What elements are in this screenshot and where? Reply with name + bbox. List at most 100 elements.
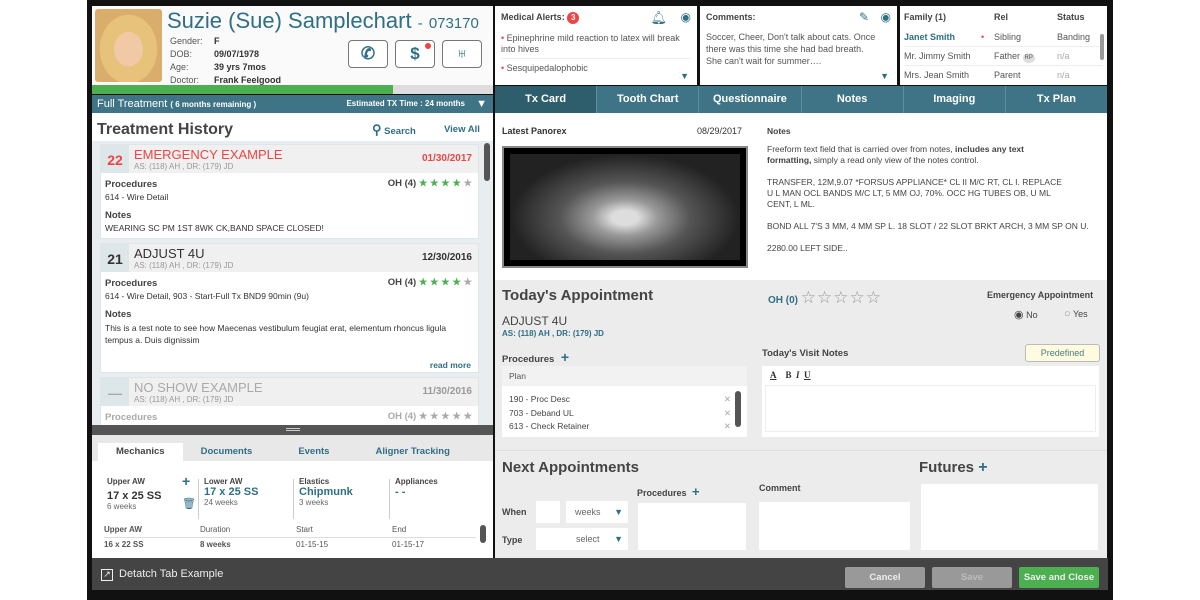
when-input[interactable] — [536, 501, 560, 523]
radio-selected-icon[interactable]: ◉ — [1014, 309, 1024, 321]
expand-down-icon[interactable]: ▼ — [680, 71, 689, 81]
save-button[interactable]: Save — [932, 567, 1012, 588]
family-panel: Family (1) Rel Status Janet Smith • Sibling B… — [900, 6, 1107, 85]
procedures-scrollbar[interactable] — [735, 391, 741, 427]
billing-button[interactable]: $ — [395, 40, 435, 68]
progress-fill — [92, 85, 393, 94]
procedures-label: Procedures — [502, 354, 555, 365]
upper-aw-label: Upper AW — [107, 477, 145, 486]
radio-yes[interactable]: ○ Yes — [1064, 308, 1088, 320]
search-button[interactable]: ⚲ Search — [372, 122, 416, 138]
cancel-button[interactable]: Cancel — [845, 567, 925, 588]
gender-value: F — [214, 36, 220, 46]
card-procedures: 614 - Wire Detail — [105, 192, 169, 202]
visit-notes-input[interactable] — [765, 385, 1096, 432]
add-procedure-plus-icon[interactable]: + — [692, 484, 700, 499]
gender-label: Gender: — [170, 36, 203, 46]
add-procedure-plus-icon[interactable]: + — [560, 349, 570, 365]
phone-icon: ✆ — [360, 44, 376, 63]
rating: OH (4) ★ ★ ★ ★ ★ — [388, 411, 472, 422]
predefined-button[interactable]: Predefined — [1025, 344, 1100, 362]
weeks-select[interactable]: weeks ▼ — [566, 501, 628, 523]
view-all-link[interactable]: View All — [444, 124, 480, 135]
resize-handle[interactable] — [92, 425, 493, 435]
procedure-item[interactable]: 703 - Deband UL ✕ — [509, 407, 731, 421]
doctor-label: Doctor: — [170, 75, 200, 85]
type-label: Type — [502, 535, 523, 545]
tab-mechanics[interactable]: Mechanics — [98, 443, 183, 461]
mechanics-scrollbar[interactable] — [480, 525, 486, 543]
hide-eye-icon[interactable]: ◉ — [680, 10, 691, 24]
tab-documents[interactable]: Documents — [200, 446, 253, 457]
expand-down-icon[interactable]: ▼ — [880, 71, 889, 81]
type-select[interactable]: select ▼ — [536, 528, 628, 550]
tab-tooth-chart[interactable]: Tooth Chart — [597, 86, 700, 113]
family-row[interactable]: Janet Smith • Sibling Banding — [904, 28, 1103, 47]
tooth-button[interactable]: ♅ — [442, 40, 482, 68]
today-rating[interactable]: OH (0) ☆☆☆☆☆ — [768, 288, 882, 308]
col-header: End — [392, 525, 407, 534]
family-row[interactable]: Mr. Jimmy Smith Father RP n/a — [904, 47, 1103, 66]
procedure-item[interactable]: 613 - Check Retainer ✕ — [509, 420, 731, 434]
comment-input[interactable] — [759, 502, 910, 550]
font-color-button[interactable]: A — [770, 370, 777, 380]
chevron-down-icon[interactable]: ▼ — [476, 98, 487, 110]
underline-button[interactable]: U — [804, 370, 811, 380]
bold-button[interactable]: B — [785, 370, 792, 380]
dob-value: 09/07/1978 — [214, 49, 260, 59]
history-card[interactable]: 22 EMERGENCY EXAMPLE AS: (118) AH , DR: (1… — [100, 144, 479, 239]
panorex-date: 08/29/2017 — [697, 126, 743, 136]
delete-trash-icon[interactable]: 🗑︎ — [182, 498, 196, 510]
tab-tx-plan[interactable]: Tx Plan — [1036, 93, 1076, 105]
add-alert-bell-icon[interactable]: 🔔︎ — [650, 10, 667, 25]
add-future-plus-icon[interactable]: + — [978, 459, 988, 476]
hide-eye-icon[interactable]: ◉ — [880, 10, 891, 24]
treatment-bar[interactable]: Full Treatment ( 6 months remaining ) Est… — [92, 95, 493, 113]
table-row[interactable]: 16 x 22 SS 8 weeks 01-15-15 01-15-17 — [104, 538, 476, 552]
italic-button[interactable]: I — [796, 370, 800, 380]
add-plus-icon[interactable]: + — [182, 473, 191, 489]
edit-pencil-icon[interactable]: ✎ — [858, 10, 869, 24]
radio-no[interactable]: ◉ No — [1014, 308, 1038, 321]
family-row[interactable]: Mrs. Jean Smith Parent n/a — [904, 66, 1103, 85]
detach-label: Detatch Tab Example — [119, 568, 224, 580]
empty-stars[interactable]: ☆☆☆☆☆ — [800, 288, 882, 307]
remove-x-icon[interactable]: ✕ — [723, 421, 731, 431]
family-name[interactable]: Mrs. Jean Smith — [904, 70, 970, 80]
family-name[interactable]: Mr. Jimmy Smith — [904, 51, 971, 61]
filled-star-icon: ★ — [441, 178, 453, 189]
history-scrollbar[interactable] — [484, 143, 490, 181]
card-date: 11/30/2016 — [422, 386, 473, 397]
next-procedures-box[interactable] — [638, 503, 746, 550]
tab-imaging[interactable]: Imaging — [904, 86, 1006, 113]
panorex-xray-image[interactable] — [502, 146, 748, 268]
notes-label: Notes — [105, 210, 132, 221]
save-and-close-button[interactable]: Save and Close — [1019, 567, 1099, 588]
appliances-value: - - — [395, 486, 406, 498]
history-card[interactable]: 21 ADJUST 4U AS: (118) AH , DR: (179) JD 12… — [100, 243, 479, 373]
remove-x-icon[interactable]: ✕ — [723, 407, 731, 418]
notes-intro: Freeform text field that is carried over… — [767, 144, 956, 154]
plan-label: Plan — [502, 366, 747, 386]
alert-text: Sesquipedalophobic — [506, 63, 588, 73]
tab-events[interactable]: Events — [298, 446, 330, 457]
remove-x-icon[interactable]: ✕ — [723, 394, 731, 404]
history-card[interactable]: — NO SHOW EXAMPLE AS: (118) AH , DR: (179)… — [100, 377, 479, 425]
external-link-icon: ↗ — [101, 569, 113, 581]
next-procedures-label: Procedures — [637, 488, 687, 498]
phone-button[interactable]: ✆ — [348, 40, 388, 68]
tab-aligner-tracking[interactable]: Aligner Tracking — [375, 446, 450, 457]
family-scrollbar[interactable] — [1100, 34, 1104, 60]
tab-questionnaire[interactable]: Questionnaire — [699, 86, 802, 113]
tab-notes[interactable]: Notes — [802, 86, 904, 113]
futures-box[interactable] — [921, 484, 1098, 550]
card-procedures: 614 - Wire Detail, 903 - Start-Full Tx B… — [105, 291, 309, 301]
detach-tab-link[interactable]: ↗ Detatch Tab Example — [101, 568, 223, 581]
procedure-item[interactable]: 190 - Proc Desc ✕ — [509, 393, 731, 407]
dropdown-arrow-icon: ▼ — [614, 534, 623, 544]
read-more-link[interactable]: read more — [429, 360, 471, 370]
id-sep: - — [417, 15, 423, 32]
tab-tx-card[interactable]: Tx Card — [495, 86, 598, 113]
family-name[interactable]: Janet Smith — [904, 32, 956, 42]
radio-empty-icon[interactable]: ○ — [1064, 308, 1071, 320]
